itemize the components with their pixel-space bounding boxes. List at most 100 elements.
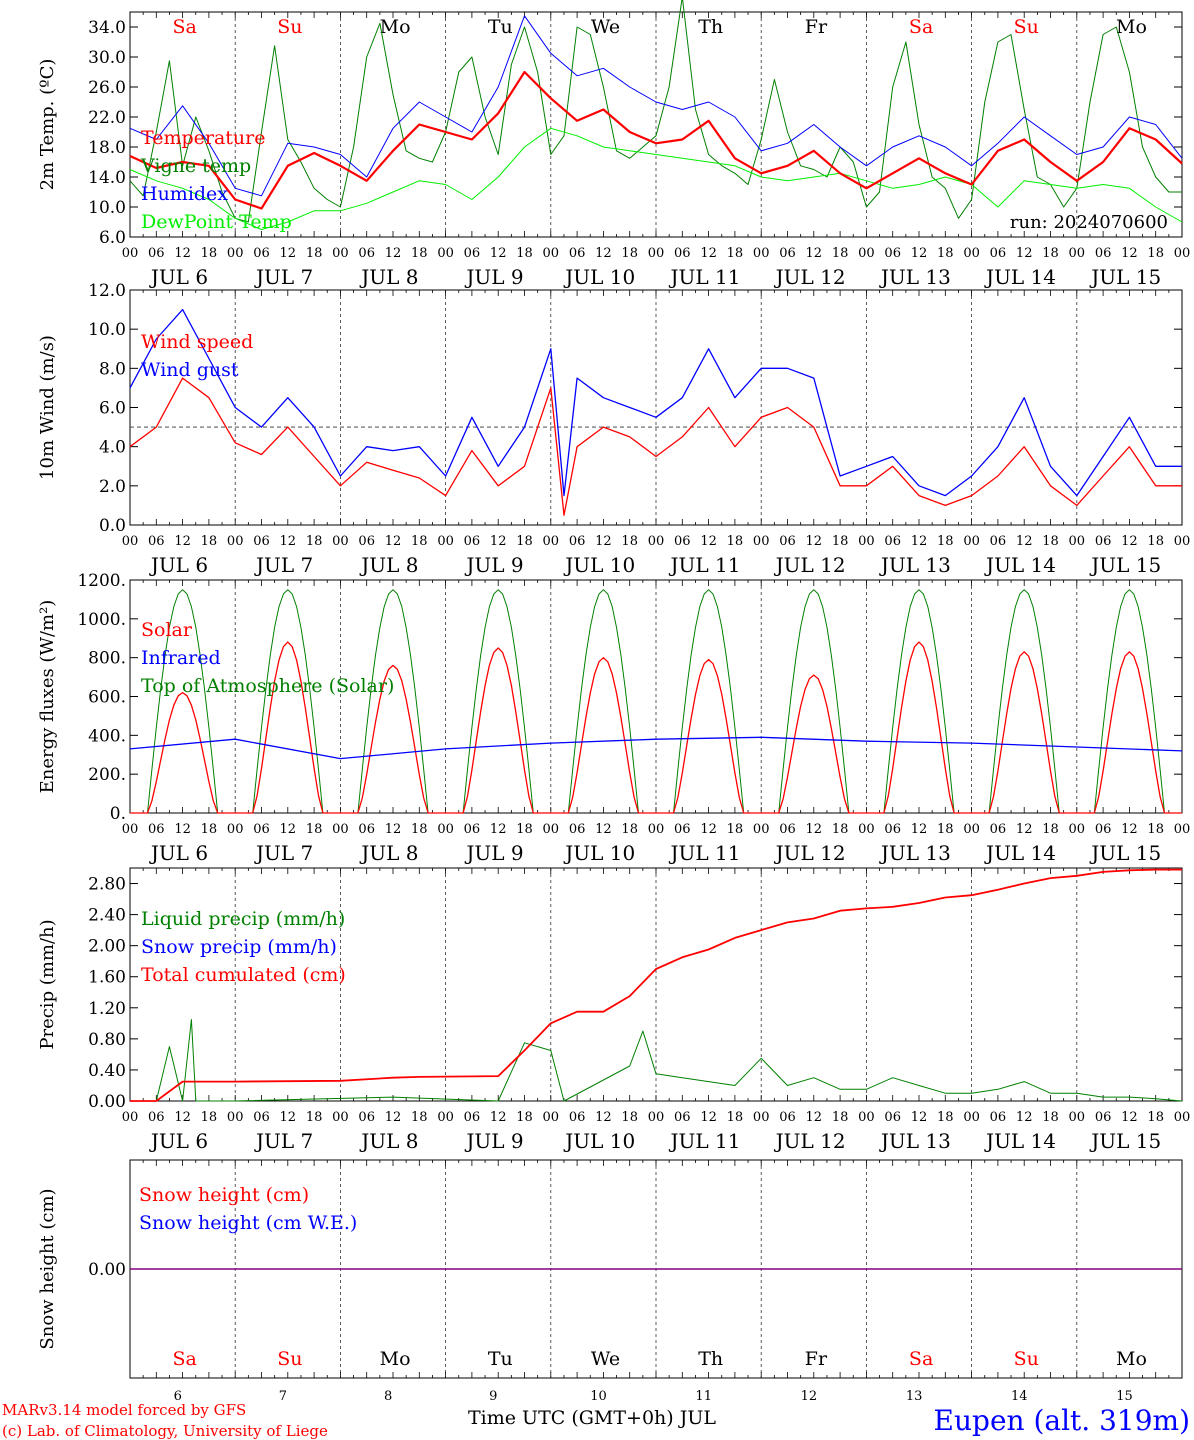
day-number-label: 7 bbox=[279, 1389, 287, 1404]
weekday-label: Fr bbox=[805, 1348, 828, 1370]
hour-tick-label: 12 bbox=[595, 1110, 612, 1125]
weekday-label: Tu bbox=[488, 16, 513, 38]
y-axis-label: 10m Wind (m/s) bbox=[37, 335, 58, 480]
series-line-dewpoint-temp bbox=[129, 127, 1183, 230]
hour-tick-label: 00 bbox=[963, 246, 980, 261]
date-label: JUL 14 bbox=[984, 1129, 1056, 1153]
legend-entry: Snow height (cm) bbox=[139, 1184, 309, 1206]
date-label: JUL 14 bbox=[984, 265, 1056, 289]
date-label: JUL 12 bbox=[774, 553, 846, 577]
date-label: JUL 6 bbox=[149, 841, 208, 865]
day-number-label: 9 bbox=[489, 1389, 497, 1404]
hour-tick-label: 18 bbox=[516, 822, 533, 837]
y-tick-label: 2.80 bbox=[88, 875, 126, 895]
day-number-label: 8 bbox=[384, 1389, 392, 1404]
hour-tick-label: 06 bbox=[1095, 822, 1112, 837]
hour-tick-label: 00 bbox=[227, 1110, 244, 1125]
panel-4: 0.00 0.40 0.80 1.20 1.60 2.00 2.40 2.80 Precip (… bbox=[37, 867, 1190, 1153]
y-axis-label: Snow height (cm) bbox=[37, 1188, 58, 1349]
hour-tick-label: 12 bbox=[385, 246, 402, 261]
hour-tick-label: 00 bbox=[753, 534, 770, 549]
hour-tick-label: 00 bbox=[543, 534, 560, 549]
y-tick-label: 10.0 bbox=[88, 320, 126, 340]
run-label: run: 2024070600 bbox=[1010, 212, 1168, 233]
weekday-label: We bbox=[591, 1348, 620, 1370]
hour-tick-label: 12 bbox=[806, 246, 823, 261]
series-line-solar bbox=[130, 641, 1182, 814]
legend-entry: Wind gust bbox=[141, 359, 239, 381]
hour-tick-label: 00 bbox=[1174, 246, 1191, 261]
hour-tick-label: 18 bbox=[1147, 822, 1164, 837]
legend-entry: Temperature bbox=[141, 127, 265, 149]
model-credit: MARv3.14 model forced by GFS bbox=[2, 1401, 246, 1419]
y-tick-label: 0. bbox=[110, 804, 126, 824]
y-tick-label: 12.0 bbox=[88, 281, 126, 301]
hour-tick-label: 00 bbox=[122, 246, 139, 261]
date-label: JUL 15 bbox=[1089, 553, 1161, 577]
hour-tick-label: 00 bbox=[1174, 822, 1191, 837]
date-label: JUL 9 bbox=[464, 1129, 523, 1153]
series-line-wind-gust bbox=[129, 308, 1182, 497]
hour-tick-label: 12 bbox=[1016, 1110, 1033, 1125]
legend-entry: Liquid precip (mm/h) bbox=[141, 908, 345, 930]
weekday-label: Mo bbox=[1116, 1348, 1147, 1370]
y-tick-label: 1.20 bbox=[88, 999, 126, 1019]
hour-tick-label: 12 bbox=[1121, 246, 1138, 261]
legend-entry: Humidex bbox=[141, 183, 228, 205]
date-label: JUL 9 bbox=[464, 841, 523, 865]
y-tick-label: 400. bbox=[88, 726, 126, 746]
date-label: JUL 12 bbox=[774, 1129, 846, 1153]
date-label: JUL 10 bbox=[563, 1129, 635, 1153]
hour-tick-label: 00 bbox=[122, 822, 139, 837]
y-tick-label: 800. bbox=[88, 649, 126, 669]
date-label: JUL 6 bbox=[149, 1129, 208, 1153]
hour-tick-label: 18 bbox=[832, 246, 849, 261]
day-number-label: 14 bbox=[1011, 1389, 1028, 1404]
date-label: JUL 14 bbox=[984, 841, 1056, 865]
x-axis-label: Time UTC (GMT+0h) JUL bbox=[468, 1407, 716, 1429]
y-tick-label: 6.0 bbox=[99, 228, 126, 248]
date-label: JUL 11 bbox=[668, 553, 740, 577]
date-label: JUL 14 bbox=[984, 553, 1056, 577]
date-label: JUL 11 bbox=[668, 1129, 740, 1153]
hour-tick-label: 12 bbox=[700, 1110, 717, 1125]
hour-tick-label: 00 bbox=[437, 1110, 454, 1125]
hour-tick-label: 06 bbox=[884, 246, 901, 261]
hour-tick-label: 06 bbox=[569, 246, 586, 261]
hour-tick-label: 18 bbox=[306, 534, 323, 549]
hour-tick-label: 18 bbox=[621, 822, 638, 837]
hour-tick-label: 18 bbox=[727, 1110, 744, 1125]
hour-tick-label: 00 bbox=[963, 534, 980, 549]
hour-tick-label: 18 bbox=[411, 534, 428, 549]
hour-tick-label: 18 bbox=[201, 822, 218, 837]
hour-tick-label: 18 bbox=[411, 246, 428, 261]
hour-tick-label: 06 bbox=[884, 534, 901, 549]
hour-tick-label: 12 bbox=[595, 534, 612, 549]
hour-tick-label: 00 bbox=[753, 1110, 770, 1125]
hour-tick-label: 06 bbox=[358, 1110, 375, 1125]
hour-tick-label: 06 bbox=[148, 534, 165, 549]
hour-tick-label: 18 bbox=[1147, 1110, 1164, 1125]
hour-tick-label: 06 bbox=[674, 246, 691, 261]
hour-tick-label: 06 bbox=[779, 246, 796, 261]
hour-tick-label: 00 bbox=[753, 822, 770, 837]
hour-tick-label: 00 bbox=[543, 1110, 560, 1125]
y-tick-label: 2.40 bbox=[88, 906, 126, 926]
hour-tick-label: 00 bbox=[227, 822, 244, 837]
hour-tick-label: 12 bbox=[280, 822, 297, 837]
hour-tick-label: 18 bbox=[937, 822, 954, 837]
date-label: JUL 10 bbox=[563, 265, 635, 289]
series-line-total-cumulated bbox=[130, 868, 1182, 1102]
y-tick-label: 18.0 bbox=[88, 138, 126, 158]
series-line-wind-speed bbox=[129, 377, 1182, 516]
day-number-label: 13 bbox=[906, 1389, 923, 1404]
hour-tick-label: 00 bbox=[1069, 822, 1086, 837]
series-line-temperature bbox=[129, 70, 1183, 210]
legend-entry: Total cumulated (cm) bbox=[141, 964, 346, 986]
weekday-label: Sa bbox=[909, 1348, 933, 1370]
plot-frame bbox=[129, 11, 1183, 238]
hour-tick-label: 18 bbox=[832, 822, 849, 837]
hour-tick-label: 12 bbox=[700, 822, 717, 837]
date-label: JUL 9 bbox=[464, 265, 523, 289]
hour-tick-label: 18 bbox=[832, 1110, 849, 1125]
